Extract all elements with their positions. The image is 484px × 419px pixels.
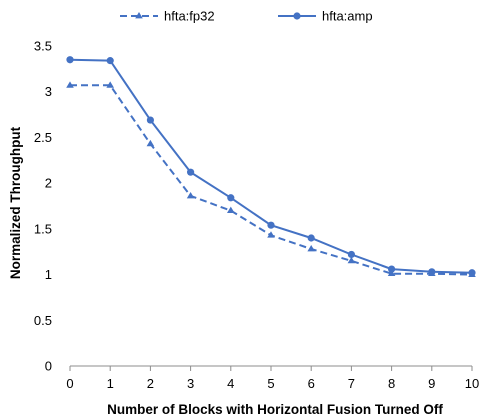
- legend-marker-triangle: [135, 12, 143, 19]
- x-tick-label: 2: [147, 376, 154, 391]
- legend: hfta:fp32 hfta:amp: [120, 9, 373, 24]
- data-point-triangle: [307, 244, 315, 252]
- data-point-circle: [468, 269, 476, 277]
- legend-item: hfta:amp: [278, 9, 373, 24]
- legend-item: hfta:fp32: [120, 9, 215, 24]
- x-tick-label: 8: [388, 376, 395, 391]
- data-point-triangle: [66, 81, 74, 88]
- series-line: [70, 84, 473, 276]
- y-tick-label: 1: [45, 267, 52, 282]
- y-tick-label: 3: [45, 84, 52, 99]
- y-tick-label: 0.5: [34, 313, 52, 328]
- data-point-triangle: [227, 206, 235, 213]
- legend-label: hfta:amp: [322, 9, 373, 24]
- x-axis-title: Number of Blocks with Horizontal Fusion …: [107, 402, 443, 417]
- x-tick-label: 9: [428, 376, 435, 391]
- data-point-circle: [428, 268, 436, 276]
- x-tick-label: 3: [187, 376, 194, 391]
- y-axis-ticks: 0 0.5 1 1.5 2 2.5 3 3.5: [34, 39, 52, 374]
- data-point-triangle: [186, 191, 195, 199]
- legend-label: hfta:fp32: [164, 9, 215, 24]
- y-tick-label: 0: [45, 359, 52, 374]
- data-point-triangle: [347, 256, 356, 264]
- data-point-circle: [187, 168, 195, 176]
- data-point-triangle: [106, 81, 114, 88]
- series-amp: [66, 56, 476, 277]
- y-tick-label: 2: [45, 176, 52, 191]
- data-point-circle: [66, 56, 74, 64]
- series-line: [69, 58, 473, 274]
- y-tick-label: 2.5: [34, 130, 52, 145]
- data-point-circle: [347, 250, 355, 259]
- y-tick-label: 1.5: [34, 221, 52, 236]
- x-tick-label: 6: [308, 376, 315, 391]
- series-fp32: [66, 81, 476, 277]
- data-point-circle: [146, 116, 154, 124]
- data-point-triangle: [146, 139, 155, 147]
- x-tick-label: 5: [267, 376, 274, 391]
- legend-marker-circle: [293, 12, 301, 20]
- data-point-triangle: [267, 231, 275, 238]
- data-point-circle: [267, 221, 275, 229]
- x-tick-label: 1: [107, 376, 114, 391]
- x-axis-ticks: 0 1 2 3 4 5 6 7 8 9 10: [66, 366, 479, 391]
- data-point-circle: [106, 57, 114, 65]
- series-layer: [66, 56, 476, 277]
- data-point-circle: [388, 265, 396, 273]
- x-tick-label: 4: [227, 376, 234, 391]
- x-tick-label: 0: [66, 376, 73, 391]
- data-point-circle: [307, 234, 315, 242]
- y-tick-label: 3.5: [34, 39, 52, 54]
- y-axis-title: Normalized Throughput: [8, 126, 23, 279]
- data-point-circle: [227, 194, 235, 202]
- data-point-triangle: [387, 269, 396, 277]
- x-tick-label: 7: [348, 376, 355, 391]
- x-tick-label: 10: [465, 376, 479, 391]
